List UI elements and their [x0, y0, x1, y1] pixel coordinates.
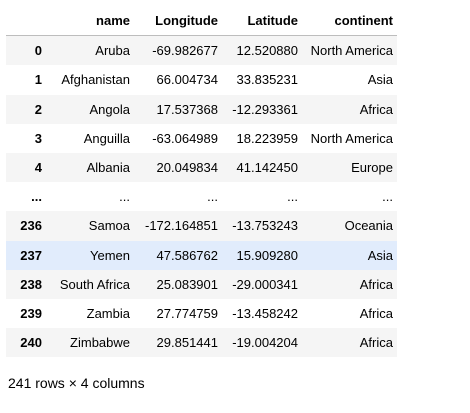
cell-continent: Africa: [359, 335, 393, 351]
cell-latitude: 18.223959: [236, 130, 298, 146]
cell-latitude: -12.293361: [232, 101, 298, 117]
cell-latitude: 12.520880: [236, 43, 298, 59]
cell-latitude: ...: [287, 189, 298, 205]
table-row: 0 Aruba -69.982677 12.520880 North America: [6, 35, 397, 66]
cell-name: Zimbabwe: [70, 335, 130, 351]
column-header-latitude: Latitude: [222, 6, 302, 37]
cell-continent: North America: [310, 130, 393, 146]
cell-continent: Africa: [359, 101, 393, 117]
cell-name: Angola: [89, 101, 130, 117]
row-index: 3: [34, 130, 42, 146]
cell-name: Afghanistan: [61, 72, 130, 88]
row-index: 0: [34, 43, 42, 59]
table-row: 239 Zambia 27.774759 -13.458242 Africa: [6, 298, 397, 329]
row-index: 2: [34, 101, 42, 117]
table-row: 3 Anguilla -63.064989 18.223959 North Americ…: [6, 123, 397, 153]
cell-continent: Europe: [351, 160, 393, 176]
cell-longitude: 29.851441: [156, 335, 218, 351]
cell-longitude: 27.774759: [156, 305, 218, 321]
cell-continent: Asia: [367, 72, 393, 88]
cell-continent: Africa: [359, 276, 393, 292]
row-index: 4: [34, 160, 42, 176]
cell-longitude: 66.004734: [156, 72, 218, 88]
table-row: 236 Samoa -172.164851 -13.753243 Oceania: [6, 211, 397, 241]
row-index: 238: [20, 276, 42, 292]
table-row: 2 Angola 17.537368 -12.293361 Africa: [6, 94, 397, 124]
cell-latitude: -13.753243: [232, 218, 298, 234]
dataframe-table: name Longitude Latitude continent 0 Aruba…: [6, 6, 397, 358]
cell-latitude: 33.835231: [236, 72, 298, 88]
table-row: 237 Yemen 47.586762 15.909280 Asia: [6, 240, 397, 270]
table-row: 240 Zimbabwe 29.851441 -19.004204 Africa: [6, 328, 397, 358]
column-header-name: name: [46, 6, 134, 37]
cell-name: ...: [119, 189, 130, 205]
cell-longitude: -63.064989: [152, 130, 218, 146]
table-row: 4 Albania 20.049834 41.142450 Europe: [6, 152, 397, 183]
row-index: ...: [31, 189, 42, 205]
cell-longitude: -172.164851: [144, 218, 218, 234]
cell-name: Samoa: [88, 218, 130, 234]
cell-continent: Africa: [359, 305, 393, 321]
cell-longitude: 17.537368: [156, 101, 218, 117]
cell-continent: North America: [310, 43, 393, 59]
table-row: 1 Afghanistan 66.004734 33.835231 Asia: [6, 65, 397, 95]
cell-name: Anguilla: [83, 130, 130, 146]
cell-name: Albania: [86, 160, 130, 176]
row-index: 237: [20, 247, 42, 263]
row-index: 236: [20, 218, 42, 234]
cell-latitude: -29.000341: [232, 276, 298, 292]
cell-longitude: 20.049834: [156, 160, 218, 176]
column-header-continent: continent: [302, 6, 397, 37]
cell-longitude: 47.586762: [156, 247, 218, 263]
cell-latitude: -19.004204: [232, 335, 298, 351]
row-index: 1: [34, 72, 42, 88]
cell-latitude: -13.458242: [232, 305, 298, 321]
index-header: [6, 6, 46, 37]
column-header-longitude: Longitude: [134, 6, 222, 37]
row-index: 239: [20, 305, 42, 321]
header-row: name Longitude Latitude continent: [6, 6, 397, 37]
cell-name: Zambia: [86, 305, 130, 321]
cell-latitude: 15.909280: [236, 247, 298, 263]
cell-name: South Africa: [59, 276, 130, 292]
cell-longitude: 25.083901: [156, 276, 218, 292]
cell-name: Yemen: [90, 247, 130, 263]
cell-latitude: 41.142450: [236, 160, 298, 176]
table-row: ...............: [6, 182, 397, 212]
row-index: 240: [20, 335, 42, 351]
dataframe-shape-text: 241 rows × 4 columns: [8, 375, 145, 391]
cell-continent: Oceania: [344, 218, 393, 234]
cell-name: Aruba: [95, 43, 130, 59]
cell-continent: Asia: [367, 247, 393, 263]
table-row: 238 South Africa 25.083901 -29.000341 Africa: [6, 269, 397, 299]
cell-continent: ...: [382, 189, 393, 205]
dataframe-output: name Longitude Latitude continent 0 Aruba…: [6, 6, 397, 358]
cell-longitude: ...: [207, 189, 218, 205]
cell-longitude: -69.982677: [152, 43, 218, 59]
